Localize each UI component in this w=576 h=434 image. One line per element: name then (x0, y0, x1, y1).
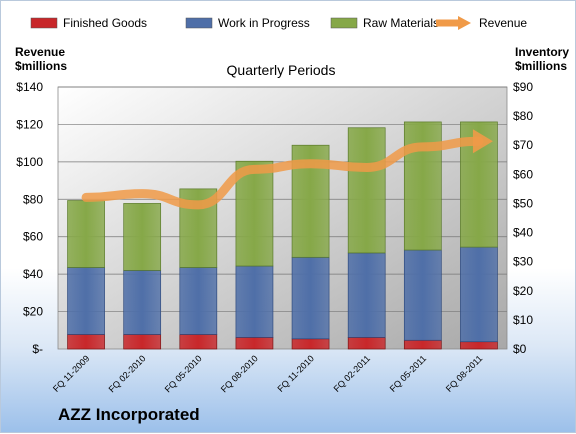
x-tick-label: FQ 02-2010 (107, 353, 148, 394)
bar-finished-goods (123, 334, 162, 350)
bar-raw-materials (235, 160, 274, 267)
right-axis-title-line2: $millions (515, 59, 568, 73)
left-axis-title-line2: $millions (15, 59, 68, 73)
bar-raw-materials (123, 203, 162, 271)
bar-finished-goods (179, 334, 218, 350)
right-tick-label: $60 (513, 167, 533, 181)
revenue-line (81, 136, 484, 210)
left-tick-label: $80 (23, 192, 43, 206)
bar-work-in-progress (291, 256, 330, 340)
right-tick-label: $10 (513, 313, 533, 327)
bar-raw-materials (67, 200, 105, 268)
right-tick-label: $50 (513, 196, 533, 210)
x-tick-label: FQ 11-2010 (275, 353, 316, 394)
legend-swatch (185, 17, 213, 29)
legend-swatch-revenue-arrow (458, 16, 471, 30)
left-tick-label: $- (32, 342, 43, 356)
bar-work-in-progress (123, 270, 162, 335)
x-tick-label: FQ 11-2009 (51, 353, 92, 394)
x-tick-label: FQ 08-2011 (444, 353, 485, 394)
right-tick-label: $90 (513, 80, 533, 94)
right-tick-label: $40 (513, 226, 533, 240)
bar-work-in-progress (67, 267, 105, 335)
bar-work-in-progress (179, 267, 218, 335)
left-tick-label: $40 (23, 267, 43, 281)
chart-title: Quarterly Periods (227, 62, 336, 78)
left-tick-label: $20 (23, 305, 43, 319)
left-tick-label: $140 (16, 80, 43, 94)
left-tick-label: $120 (16, 117, 43, 131)
left-axis-title-line1: Revenue (15, 45, 66, 59)
bar-work-in-progress (347, 252, 386, 338)
right-tick-label: $0 (513, 342, 527, 356)
left-tick-label: $100 (16, 155, 43, 169)
legend-swatch (330, 17, 358, 29)
legend-label: Raw Materials (363, 16, 439, 30)
x-tick-label: FQ 05-2010 (163, 353, 204, 394)
bar-raw-materials (347, 127, 386, 254)
left-axis-title: Revenue $millions (15, 45, 67, 73)
legend-swatch (30, 17, 58, 29)
bar-work-in-progress (235, 265, 274, 338)
right-tick-label: $20 (513, 284, 533, 298)
x-tick-label: FQ 02-2011 (332, 353, 373, 394)
legend-label: Finished Goods (63, 16, 147, 30)
bar-work-in-progress (403, 249, 442, 341)
bar-finished-goods (235, 337, 274, 350)
legend-label: Revenue (479, 16, 527, 30)
right-axis-title: Inventory $millions (515, 45, 569, 73)
right-tick-label: $80 (513, 109, 533, 123)
bar-finished-goods (291, 338, 330, 350)
left-tick-label: $60 (23, 230, 43, 244)
x-tick-label: FQ 08-2010 (219, 353, 260, 394)
x-tick-label: FQ 05-2011 (388, 353, 429, 394)
bar-finished-goods (347, 337, 386, 350)
legend-label: Work in Progress (218, 16, 310, 30)
bar-finished-goods (403, 339, 442, 350)
company-name: AZZ Incorporated (58, 405, 200, 424)
bar-finished-goods (460, 341, 498, 350)
bar-work-in-progress (460, 246, 498, 343)
right-axis-title-line1: Inventory (515, 45, 570, 59)
bar-raw-materials (403, 121, 442, 251)
bar-finished-goods (67, 334, 105, 350)
right-tick-label: $30 (513, 255, 533, 269)
revenue-arrowhead (472, 129, 493, 154)
right-tick-label: $70 (513, 138, 533, 152)
